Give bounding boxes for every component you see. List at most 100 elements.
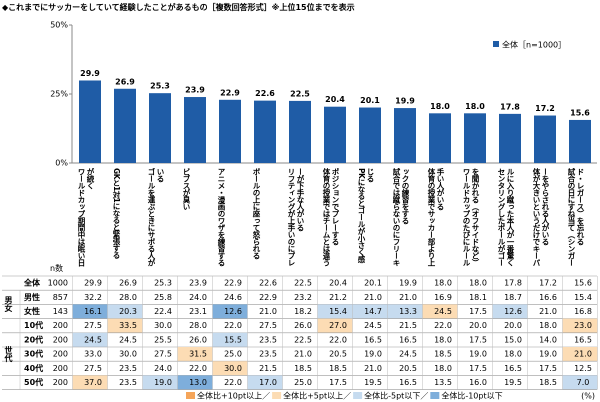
table-cell: 16.5 xyxy=(399,378,417,387)
table-cell: 24.0 xyxy=(154,364,172,373)
table-cell: 28.0 xyxy=(119,293,137,302)
table-cell: 22.6 xyxy=(259,279,277,288)
bar xyxy=(499,113,521,163)
table-cell: 18.1 xyxy=(469,293,487,302)
table-cell: 22.0 xyxy=(224,321,242,330)
table-cell: 18.5 xyxy=(294,364,312,373)
table-cell: 13.5 xyxy=(434,378,452,387)
row-n: 200 xyxy=(53,335,68,344)
table-cell: 21.5 xyxy=(259,364,277,373)
value-label: 17.2 xyxy=(535,104,555,113)
table-cell: 21.0 xyxy=(364,364,382,373)
table-cell: 23.5 xyxy=(259,335,277,344)
table-cell: 26.0 xyxy=(294,321,312,330)
bar xyxy=(184,97,206,163)
table-cell: 19.0 xyxy=(539,350,557,359)
row-n: 1000 xyxy=(48,279,68,288)
table-cell: 17.2 xyxy=(539,279,557,288)
cell-highlight xyxy=(562,318,598,333)
cell-highlight xyxy=(387,304,423,319)
table-cell: 20.4 xyxy=(329,279,347,288)
cell-highlight xyxy=(142,375,178,390)
value-label: 18.0 xyxy=(430,102,450,111)
cell-highlight xyxy=(562,375,598,390)
table-cell: 18.5 xyxy=(329,364,347,373)
table-cell: 37.0 xyxy=(84,378,102,387)
bar xyxy=(359,107,381,163)
legend-label: 全体比-5pt以下／ xyxy=(364,391,428,401)
cell-highlight xyxy=(317,304,353,319)
table-cell: 17.5 xyxy=(329,378,347,387)
cell-highlight xyxy=(562,347,598,362)
table-cell: 31.5 xyxy=(189,350,207,359)
table-cell: 17.5 xyxy=(469,335,487,344)
legend-label: 全体比+10pt以上／ xyxy=(197,391,270,401)
row-n: 200 xyxy=(53,378,68,387)
table-cell: 33.0 xyxy=(84,350,102,359)
table-cell: 27.0 xyxy=(329,321,347,330)
legend-swatch xyxy=(493,41,499,47)
table-cell: 16.5 xyxy=(574,335,592,344)
table-cell: 19.0 xyxy=(469,350,487,359)
table-cell: 32.2 xyxy=(84,293,102,302)
table-cell: 18.0 xyxy=(434,279,452,288)
table-cell: 13.3 xyxy=(399,307,417,316)
legend-swatch xyxy=(186,392,195,399)
table-cell: 29.9 xyxy=(84,279,102,288)
table-cell: 22.0 xyxy=(189,364,207,373)
value-label: 23.9 xyxy=(185,86,205,95)
table-cell: 24.5 xyxy=(434,307,452,316)
cell-highlight xyxy=(212,332,248,347)
value-label: 20.4 xyxy=(325,95,345,104)
y-tick-label: 0% xyxy=(55,159,68,168)
legend-swatch xyxy=(272,392,282,399)
value-label: 29.9 xyxy=(80,69,100,78)
table-cell: 24.5 xyxy=(399,350,417,359)
cell-highlight xyxy=(422,304,458,319)
table-cell: 16.0 xyxy=(469,378,487,387)
table-cell: 25.0 xyxy=(224,350,242,359)
cell-highlight xyxy=(247,375,283,390)
value-label: 17.8 xyxy=(500,102,520,111)
row-label: 40代 xyxy=(24,363,43,373)
table-cell: 27.5 xyxy=(154,350,172,359)
table-cell: 16.9 xyxy=(434,293,452,302)
table-cell: 19.5 xyxy=(504,378,522,387)
table-cell: 17.5 xyxy=(469,364,487,373)
table-cell: 14.0 xyxy=(539,335,557,344)
table-cell: 17.5 xyxy=(539,364,557,373)
table-cell: 21.0 xyxy=(259,307,277,316)
table-cell: 28.0 xyxy=(189,321,207,330)
unit-label: (%) xyxy=(581,392,595,401)
y-tick-label: 50% xyxy=(50,21,68,30)
chart-title: ◆これまでにサッカーをしていて経験したことがあるもの［複数回答形式］※上位15位… xyxy=(2,3,355,12)
table-cell: 21.0 xyxy=(399,293,417,302)
table-cell: 20.3 xyxy=(119,307,137,316)
table-cell: 18.5 xyxy=(539,378,557,387)
cell-highlight xyxy=(72,304,108,319)
table-cell: 19.0 xyxy=(154,378,172,387)
row-label: 全体 xyxy=(23,278,41,288)
table-cell: 30.0 xyxy=(224,364,242,373)
category-label: ボールの上に座って怒られる xyxy=(252,168,261,259)
legend-label: 全体比+5pt以上／ xyxy=(283,391,351,401)
row-label: 女性 xyxy=(24,306,40,316)
table-cell: 18.0 xyxy=(434,364,452,373)
row-label: 50代 xyxy=(24,377,43,387)
table-cell: 27.5 xyxy=(259,321,277,330)
table-cell: 22.0 xyxy=(434,321,452,330)
table-cell: 19.5 xyxy=(364,378,382,387)
table-cell: 23.2 xyxy=(294,293,312,302)
table-cell: 20.0 xyxy=(504,321,522,330)
value-label: 19.9 xyxy=(395,97,415,106)
row-label: 30代 xyxy=(24,349,43,359)
table-cell: 12.6 xyxy=(504,307,522,316)
table-cell: 21.0 xyxy=(364,293,382,302)
row-n: 857 xyxy=(53,293,68,302)
cell-highlight xyxy=(212,304,248,319)
table-cell: 22.0 xyxy=(329,335,347,344)
category-label: ゴールを運ぶときにサボる人がいる xyxy=(147,168,165,266)
value-label: 25.3 xyxy=(150,82,170,91)
table-cell: 20.0 xyxy=(469,321,487,330)
table-cell: 26.0 xyxy=(189,335,207,344)
